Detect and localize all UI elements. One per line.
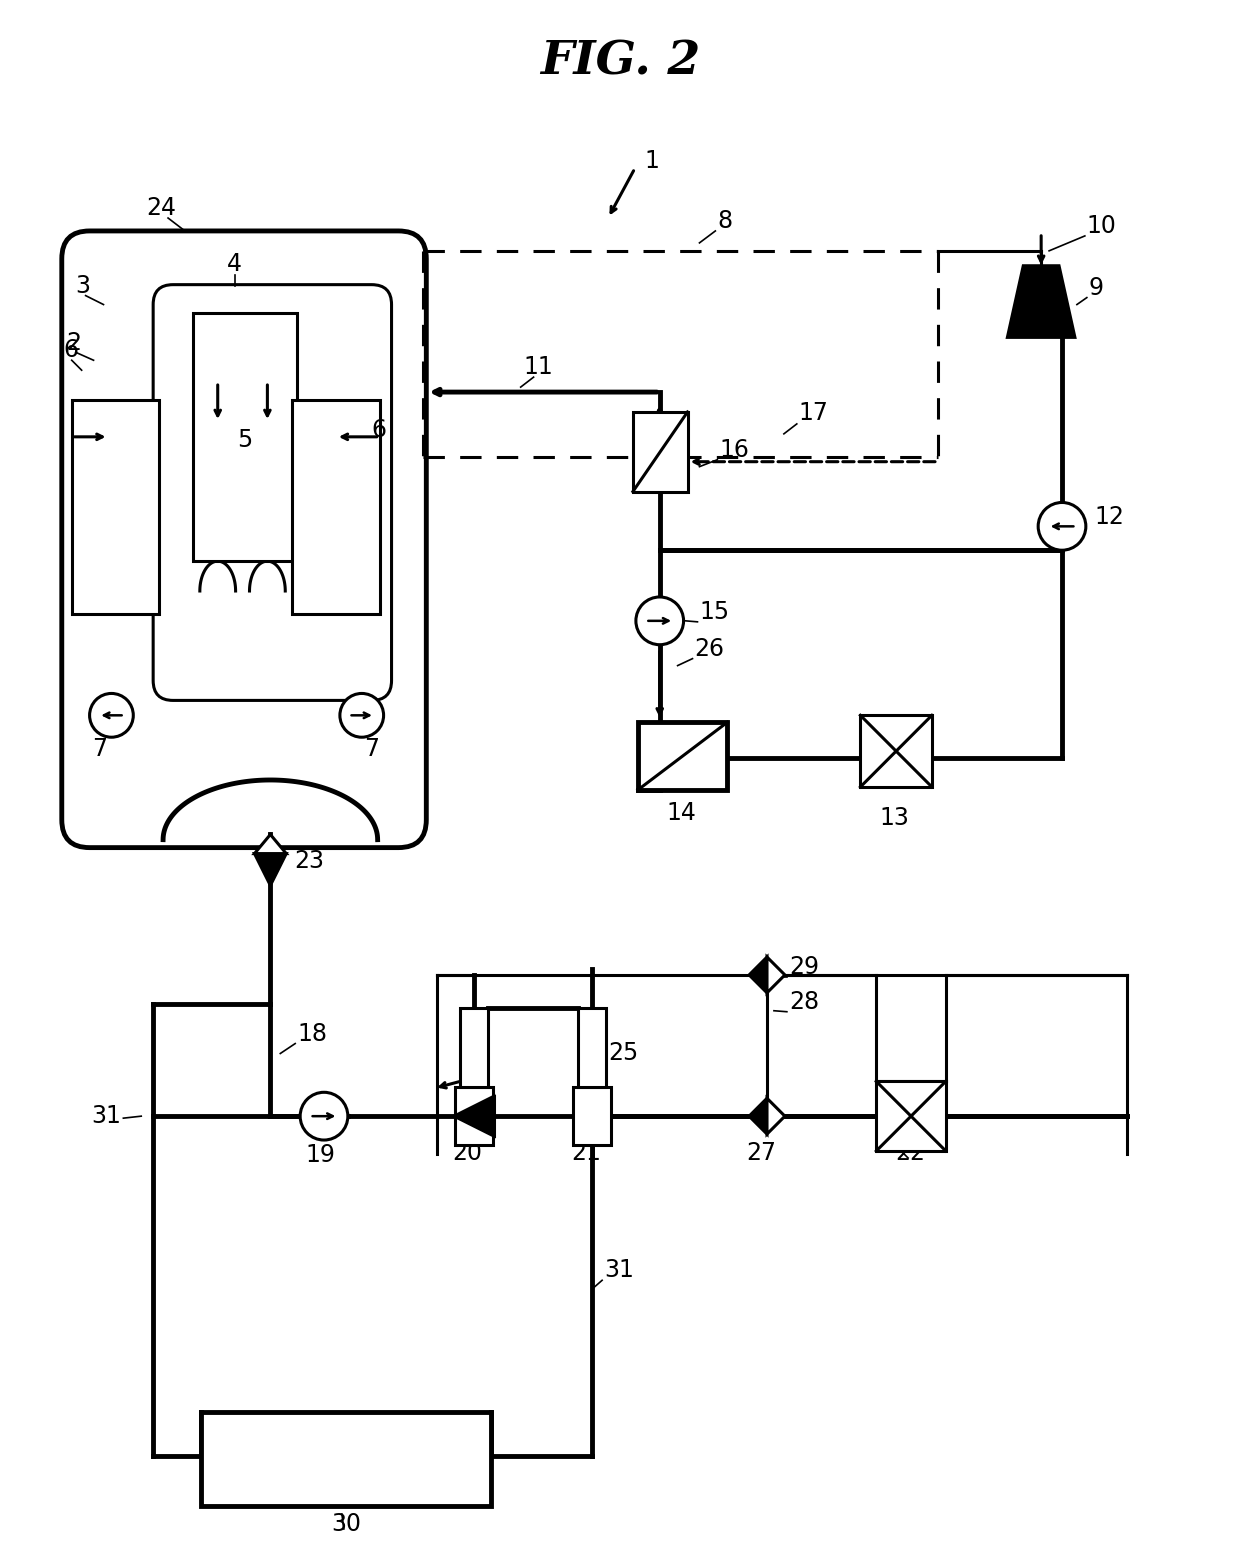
Text: 15: 15 xyxy=(699,599,729,624)
Polygon shape xyxy=(254,834,286,854)
Text: 14: 14 xyxy=(667,801,697,825)
Polygon shape xyxy=(254,854,286,885)
Text: 21: 21 xyxy=(572,1141,601,1165)
Circle shape xyxy=(89,694,133,738)
Polygon shape xyxy=(768,1098,785,1134)
Polygon shape xyxy=(454,1096,494,1137)
FancyBboxPatch shape xyxy=(154,284,392,700)
Text: 30: 30 xyxy=(331,1513,361,1536)
Text: 20: 20 xyxy=(453,1141,482,1165)
Text: 9: 9 xyxy=(1089,275,1104,300)
Text: 7: 7 xyxy=(92,738,107,761)
Text: 23: 23 xyxy=(294,848,324,873)
Text: 29: 29 xyxy=(789,955,818,978)
Bar xyxy=(877,1081,946,1151)
Text: 10: 10 xyxy=(1086,214,1117,238)
Text: 26: 26 xyxy=(694,637,724,660)
Text: 16: 16 xyxy=(719,438,749,461)
Text: 5: 5 xyxy=(237,427,252,452)
Text: 13: 13 xyxy=(879,806,909,829)
Text: 24: 24 xyxy=(146,196,176,221)
Bar xyxy=(632,412,687,492)
Text: 4: 4 xyxy=(227,252,242,276)
FancyBboxPatch shape xyxy=(62,231,427,848)
Bar xyxy=(460,1008,487,1087)
Text: 22: 22 xyxy=(895,1141,925,1165)
Polygon shape xyxy=(1007,266,1075,337)
Circle shape xyxy=(340,694,383,738)
Text: APPARATUS: APPARATUS xyxy=(277,1464,414,1483)
Text: 25: 25 xyxy=(608,1042,639,1065)
Text: 12: 12 xyxy=(1095,505,1125,530)
Text: 6: 6 xyxy=(372,418,387,443)
Text: 19: 19 xyxy=(305,1143,335,1166)
Bar xyxy=(293,401,379,613)
Text: 18: 18 xyxy=(298,1022,327,1045)
Text: 31: 31 xyxy=(92,1104,122,1127)
Polygon shape xyxy=(768,957,785,992)
Text: 11: 11 xyxy=(523,356,553,379)
Circle shape xyxy=(1038,503,1086,550)
Text: 27: 27 xyxy=(746,1141,776,1165)
Bar xyxy=(455,1087,492,1145)
Bar xyxy=(193,312,298,561)
Bar xyxy=(637,722,728,790)
Bar xyxy=(72,401,159,613)
Polygon shape xyxy=(749,1098,768,1134)
Bar xyxy=(201,1412,491,1506)
Circle shape xyxy=(636,596,683,644)
Text: 8: 8 xyxy=(718,210,733,233)
Text: 31: 31 xyxy=(604,1258,634,1283)
Polygon shape xyxy=(749,957,768,992)
Bar xyxy=(578,1008,606,1087)
Text: 7: 7 xyxy=(365,738,379,761)
Bar xyxy=(861,716,932,787)
Text: 3: 3 xyxy=(76,273,91,298)
Text: FILM FORMING: FILM FORMING xyxy=(259,1433,433,1454)
Text: 17: 17 xyxy=(799,401,828,426)
Circle shape xyxy=(300,1092,348,1140)
Text: 6: 6 xyxy=(63,339,79,362)
Text: FIG. 2: FIG. 2 xyxy=(539,39,701,85)
Bar xyxy=(573,1087,611,1145)
Text: 2: 2 xyxy=(66,331,81,356)
Text: 28: 28 xyxy=(789,989,818,1014)
Text: 1: 1 xyxy=(645,149,660,174)
